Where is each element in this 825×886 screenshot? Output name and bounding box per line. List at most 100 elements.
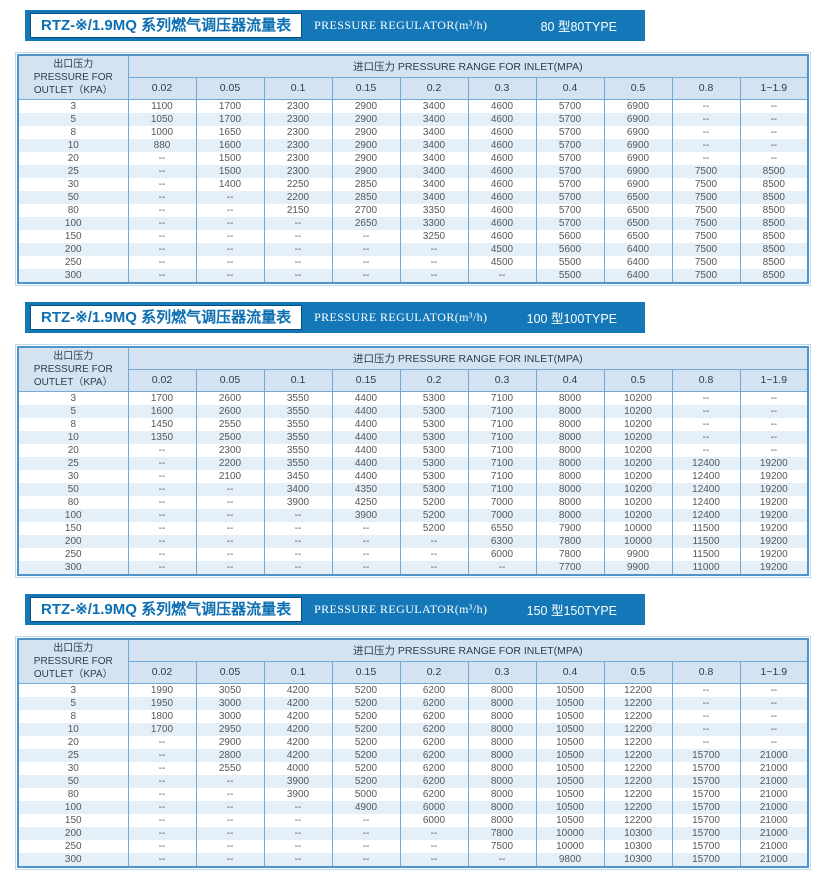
flow-value-cell: -- [467, 561, 537, 575]
flow-value-cell: 5200 [399, 509, 469, 522]
flow-value-cell: 8000 [467, 723, 537, 736]
flow-value-cell: 1950 [127, 697, 197, 710]
flow-value-cell: 10200 [603, 391, 673, 405]
flow-value-cell: 10200 [603, 496, 673, 509]
outlet-pressure-cell: 20 [17, 444, 129, 457]
outlet-pressure-cell: 80 [17, 204, 129, 217]
outlet-pressure-cell: 300 [17, 561, 129, 575]
flow-value-cell: 5700 [535, 152, 605, 165]
flow-value-cell: 5200 [331, 762, 401, 775]
flow-value-cell: 2300 [263, 126, 333, 139]
flow-value-cell: 6500 [603, 217, 673, 230]
flow-value-cell: 6900 [603, 139, 673, 152]
flow-value-cell: 4600 [467, 204, 537, 217]
flow-value-cell: -- [671, 736, 741, 749]
flow-value-cell: 4000 [263, 762, 333, 775]
flow-value-cell: 10200 [603, 457, 673, 470]
flow-value-cell: 2200 [195, 457, 265, 470]
flow-value-cell: 3900 [331, 509, 401, 522]
flow-value-cell: 5200 [331, 749, 401, 762]
flow-value-cell: -- [195, 483, 265, 496]
outlet-pressure-cell: 30 [17, 470, 129, 483]
flow-value-cell: -- [739, 99, 809, 113]
flow-value-cell: 21000 [739, 827, 809, 840]
flow-value-cell: 1350 [127, 431, 197, 444]
flow-value-cell: -- [127, 152, 197, 165]
flow-value-cell: 12400 [671, 509, 741, 522]
flow-value-cell: -- [127, 243, 197, 256]
flow-value-cell: 19200 [739, 548, 809, 561]
flow-value-cell: 2300 [263, 139, 333, 152]
outlet-pressure-cell: 250 [17, 840, 129, 853]
flow-value-cell: 2600 [195, 405, 265, 418]
flow-value-cell: -- [399, 827, 469, 840]
flow-value-cell: 8000 [535, 496, 605, 509]
flow-value-cell: 12200 [603, 814, 673, 827]
outlet-pressure-cell: 8 [17, 126, 129, 139]
inlet-pressure-header-cell: 0.4 [535, 77, 605, 101]
flow-value-cell: 10000 [535, 827, 605, 840]
flow-value-cell: 10500 [535, 814, 605, 827]
flow-value-cell: 3400 [399, 178, 469, 191]
flow-value-cell: -- [195, 230, 265, 243]
flow-value-cell: -- [127, 165, 197, 178]
inlet-pressure-header-cell: 0.5 [603, 77, 673, 101]
flow-value-cell: -- [195, 522, 265, 535]
flow-value-cell: 15700 [671, 840, 741, 853]
outlet-pressure-cell: 80 [17, 496, 129, 509]
flow-value-cell: 6000 [399, 801, 469, 814]
flow-value-cell: 7100 [467, 431, 537, 444]
flow-value-cell: 5700 [535, 204, 605, 217]
flow-value-cell: 7100 [467, 470, 537, 483]
outlet-pressure-cell: 20 [17, 152, 129, 165]
flow-value-cell: 6300 [467, 535, 537, 548]
inlet-pressure-header-cell: 1~1.9 [739, 661, 809, 685]
flow-value-cell: 21000 [739, 801, 809, 814]
flow-rate-table: 出口压力 PRESSURE FOR OUTLET（KPA） 进口压力 PRESS… [14, 52, 812, 286]
flow-value-cell: -- [127, 217, 197, 230]
inlet-pressure-header-cell: 0.05 [195, 369, 265, 393]
flow-value-cell: 5300 [399, 444, 469, 457]
type-label: 100 型100TYPE [526, 312, 617, 326]
inlet-pressure-header-cell: 0.8 [671, 661, 741, 685]
flow-value-cell: 8000 [467, 762, 537, 775]
flow-value-cell: 8000 [535, 391, 605, 405]
outlet-pressure-cell: 30 [17, 762, 129, 775]
outlet-pressure-cell: 100 [17, 801, 129, 814]
flow-value-cell: 2650 [331, 217, 401, 230]
flow-value-cell: 12200 [603, 801, 673, 814]
flow-value-cell: 6200 [399, 775, 469, 788]
flow-value-cell: -- [195, 840, 265, 853]
flow-value-cell: 5700 [535, 99, 605, 113]
table-row: 10 880 1600 2300 2900 3400 4600 5700 6900 -- -- [17, 139, 809, 152]
flow-value-cell: -- [127, 444, 197, 457]
flow-value-cell: 10500 [535, 801, 605, 814]
flow-value-cell: 2300 [263, 152, 333, 165]
table-row: 200 -- -- -- -- -- 6300 7800 10000 11500 19200 [17, 535, 809, 548]
flow-value-cell: -- [127, 457, 197, 470]
outlet-header-en2: OUTLET（KPA） [33, 377, 113, 388]
flow-value-cell: 6900 [603, 126, 673, 139]
table-body: 3 1100 1700 2300 2900 3400 4600 5700 6900 -- -- 5 10… [17, 99, 809, 283]
flow-value-cell: 12400 [671, 470, 741, 483]
table-row: 20 -- 1500 2300 2900 3400 4600 5700 6900 -- -- [17, 152, 809, 165]
table-row: 20 -- 2900 4200 5200 6200 8000 10500 12200 -- -- [17, 736, 809, 749]
outlet-header-en2: OUTLET（KPA） [33, 85, 113, 96]
flow-value-cell: 8000 [467, 736, 537, 749]
flow-value-cell: -- [671, 99, 741, 113]
flow-value-cell: 2900 [331, 165, 401, 178]
flow-value-cell: -- [399, 561, 469, 575]
flow-value-cell: 6200 [399, 762, 469, 775]
flow-value-cell: 1000 [127, 126, 197, 139]
outlet-header-cn: 出口压力 [53, 59, 94, 70]
flow-value-cell: -- [127, 814, 197, 827]
flow-value-cell: 7800 [467, 827, 537, 840]
flow-value-cell: 4350 [331, 483, 401, 496]
flow-value-cell: 3550 [263, 457, 333, 470]
flow-value-cell: 4250 [331, 496, 401, 509]
outlet-pressure-cell: 5 [17, 697, 129, 710]
flow-value-cell: 19200 [739, 522, 809, 535]
flow-value-cell: 11500 [671, 548, 741, 561]
flow-value-cell: 7100 [467, 391, 537, 405]
flow-value-cell: 2850 [331, 191, 401, 204]
